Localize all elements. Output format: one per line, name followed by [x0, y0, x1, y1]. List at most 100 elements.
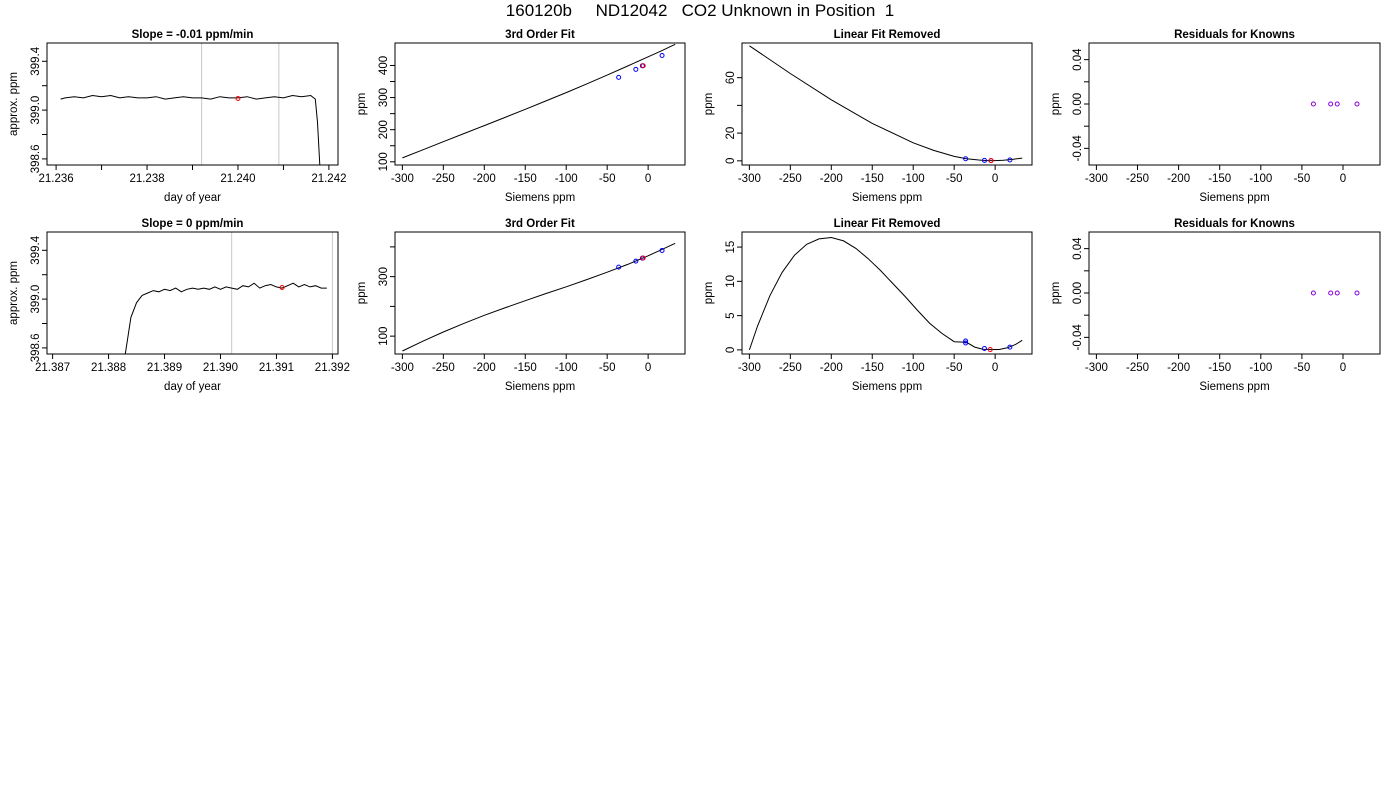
y-tick-label: 398.6 [30, 334, 42, 363]
chart-panel-5: Slope = 0 ppm/min 21.387 21.388 21.389 21.39… [8, 218, 350, 393]
residual-point [1328, 101, 1334, 107]
x-tick-label: -100 [555, 173, 578, 185]
sample-marker [235, 96, 241, 102]
known-point [1007, 157, 1013, 163]
x-tick-label: 0 [1340, 362, 1346, 374]
chart-title: 3rd Order Fit [505, 218, 575, 230]
x-axis-label: Siemens ppm [1199, 192, 1269, 204]
known-point [981, 157, 987, 163]
chart-panel-6: 3rd Order Fit -300 -250 -200 -150 -100 -50 0 100… [356, 218, 686, 393]
x-tick-label: -300 [391, 362, 414, 374]
unknown-point [640, 255, 646, 261]
y-tick-label: 399.0 [30, 96, 42, 125]
residual-point [1354, 101, 1360, 107]
plot-frame [394, 42, 686, 166]
x-tick-label: -50 [1294, 173, 1311, 185]
chart-title: Linear Fit Removed [834, 218, 941, 230]
page-title: 160120b ND12042 CO2 Unknown in Position … [505, 1, 895, 20]
x-tick-label: -300 [1085, 362, 1108, 374]
y-tick-label: 300 [378, 88, 390, 107]
x-tick-label: 0 [645, 173, 651, 185]
residual-point [1310, 101, 1316, 107]
known-point [633, 258, 639, 264]
chart-title: Residuals for Knowns [1174, 218, 1295, 230]
known-point [659, 53, 665, 59]
x-tick-label: -200 [473, 362, 496, 374]
chart-panel-3: Linear Fit Removed -300 -250 -200 -150 -100 -5… [703, 29, 1033, 204]
x-tick-label: -200 [1167, 362, 1190, 374]
x-tick-label: -150 [861, 362, 884, 374]
x-axis-label: Siemens ppm [505, 381, 575, 393]
y-tick-label: 200 [378, 120, 390, 139]
x-tick-label: -100 [555, 362, 578, 374]
y-tick-label: -0.04 [1072, 324, 1084, 351]
x-tick-label: 0 [645, 362, 651, 374]
x-tick-label: -50 [946, 362, 963, 374]
y-tick-label: 15 [725, 241, 737, 254]
y-tick-label: 10 [725, 275, 737, 288]
x-tick-label: 21.240 [220, 173, 255, 185]
x-tick-label: -250 [779, 362, 802, 374]
residual-point [1334, 290, 1340, 296]
plot-area [402, 43, 676, 159]
x-tick-label: 21.238 [129, 173, 164, 185]
x-tick-label: -100 [902, 362, 925, 374]
plot-frame [46, 42, 339, 166]
x-tick-label: -200 [820, 362, 843, 374]
residual-point [1310, 290, 1316, 296]
known-point [963, 156, 969, 162]
y-axis-label: approx. ppm [8, 261, 20, 325]
x-tick-label: 21.388 [91, 362, 126, 374]
y-tick-label: 0.04 [1072, 237, 1084, 260]
residual-point [1328, 290, 1334, 296]
plot-frame [46, 231, 339, 355]
y-tick-label: 20 [725, 127, 737, 140]
x-tick-label: -150 [514, 362, 537, 374]
chart-panel-1: Slope = -0.01 ppm/min 21.236 21.238 21.240 2… [8, 29, 347, 204]
plot-area [748, 236, 1023, 353]
x-tick-label: -200 [1167, 173, 1190, 185]
y-tick-label: 300 [378, 267, 390, 286]
x-tick-label: -150 [1208, 362, 1231, 374]
x-tick-label: 0 [992, 173, 998, 185]
known-point [963, 340, 969, 346]
y-tick-label: 0.00 [1072, 93, 1084, 115]
plot-frame [1088, 42, 1381, 166]
x-tick-label: 21.390 [203, 362, 238, 374]
y-tick-label: 399.4 [30, 235, 42, 264]
chart-title: Linear Fit Removed [834, 29, 941, 41]
x-tick-label: -50 [599, 362, 616, 374]
plot-area [1310, 101, 1360, 107]
chart-title: Slope = 0 ppm/min [142, 218, 244, 230]
chart-panel-8: Residuals for Knowns -300 -250 -200 -150 -100… [1050, 218, 1381, 393]
x-tick-label: -50 [946, 173, 963, 185]
x-tick-label: -300 [738, 173, 761, 185]
x-tick-label: 21.389 [147, 362, 182, 374]
series-line [124, 282, 327, 354]
y-tick-label: 60 [725, 71, 737, 84]
x-tick-label: -50 [1294, 362, 1311, 374]
x-axis-label: Siemens ppm [1199, 381, 1269, 393]
series-line [748, 236, 1023, 351]
sample-marker [279, 285, 285, 291]
plot-area [1310, 290, 1360, 296]
known-point [659, 247, 665, 253]
x-tick-label: 0 [992, 362, 998, 374]
y-axis-label: ppm [703, 282, 715, 304]
y-axis-label: approx. ppm [8, 72, 20, 136]
known-point [616, 74, 622, 80]
y-axis-label: ppm [1050, 282, 1062, 304]
x-axis-label: day of year [164, 192, 221, 204]
chart-title: 3rd Order Fit [505, 29, 575, 41]
x-axis-label: Siemens ppm [505, 192, 575, 204]
chart-panel-7: Linear Fit Removed -300 -250 -200 -150 -100 -5… [703, 218, 1033, 393]
y-tick-label: 400 [378, 56, 390, 75]
residual-point [1354, 290, 1360, 296]
x-tick-label: -300 [738, 362, 761, 374]
x-tick-label: -250 [1126, 173, 1149, 185]
y-tick-label: -0.04 [1072, 135, 1084, 162]
x-tick-label: -200 [820, 173, 843, 185]
y-tick-label: 398.6 [30, 145, 42, 174]
x-tick-label: 0 [1340, 173, 1346, 185]
